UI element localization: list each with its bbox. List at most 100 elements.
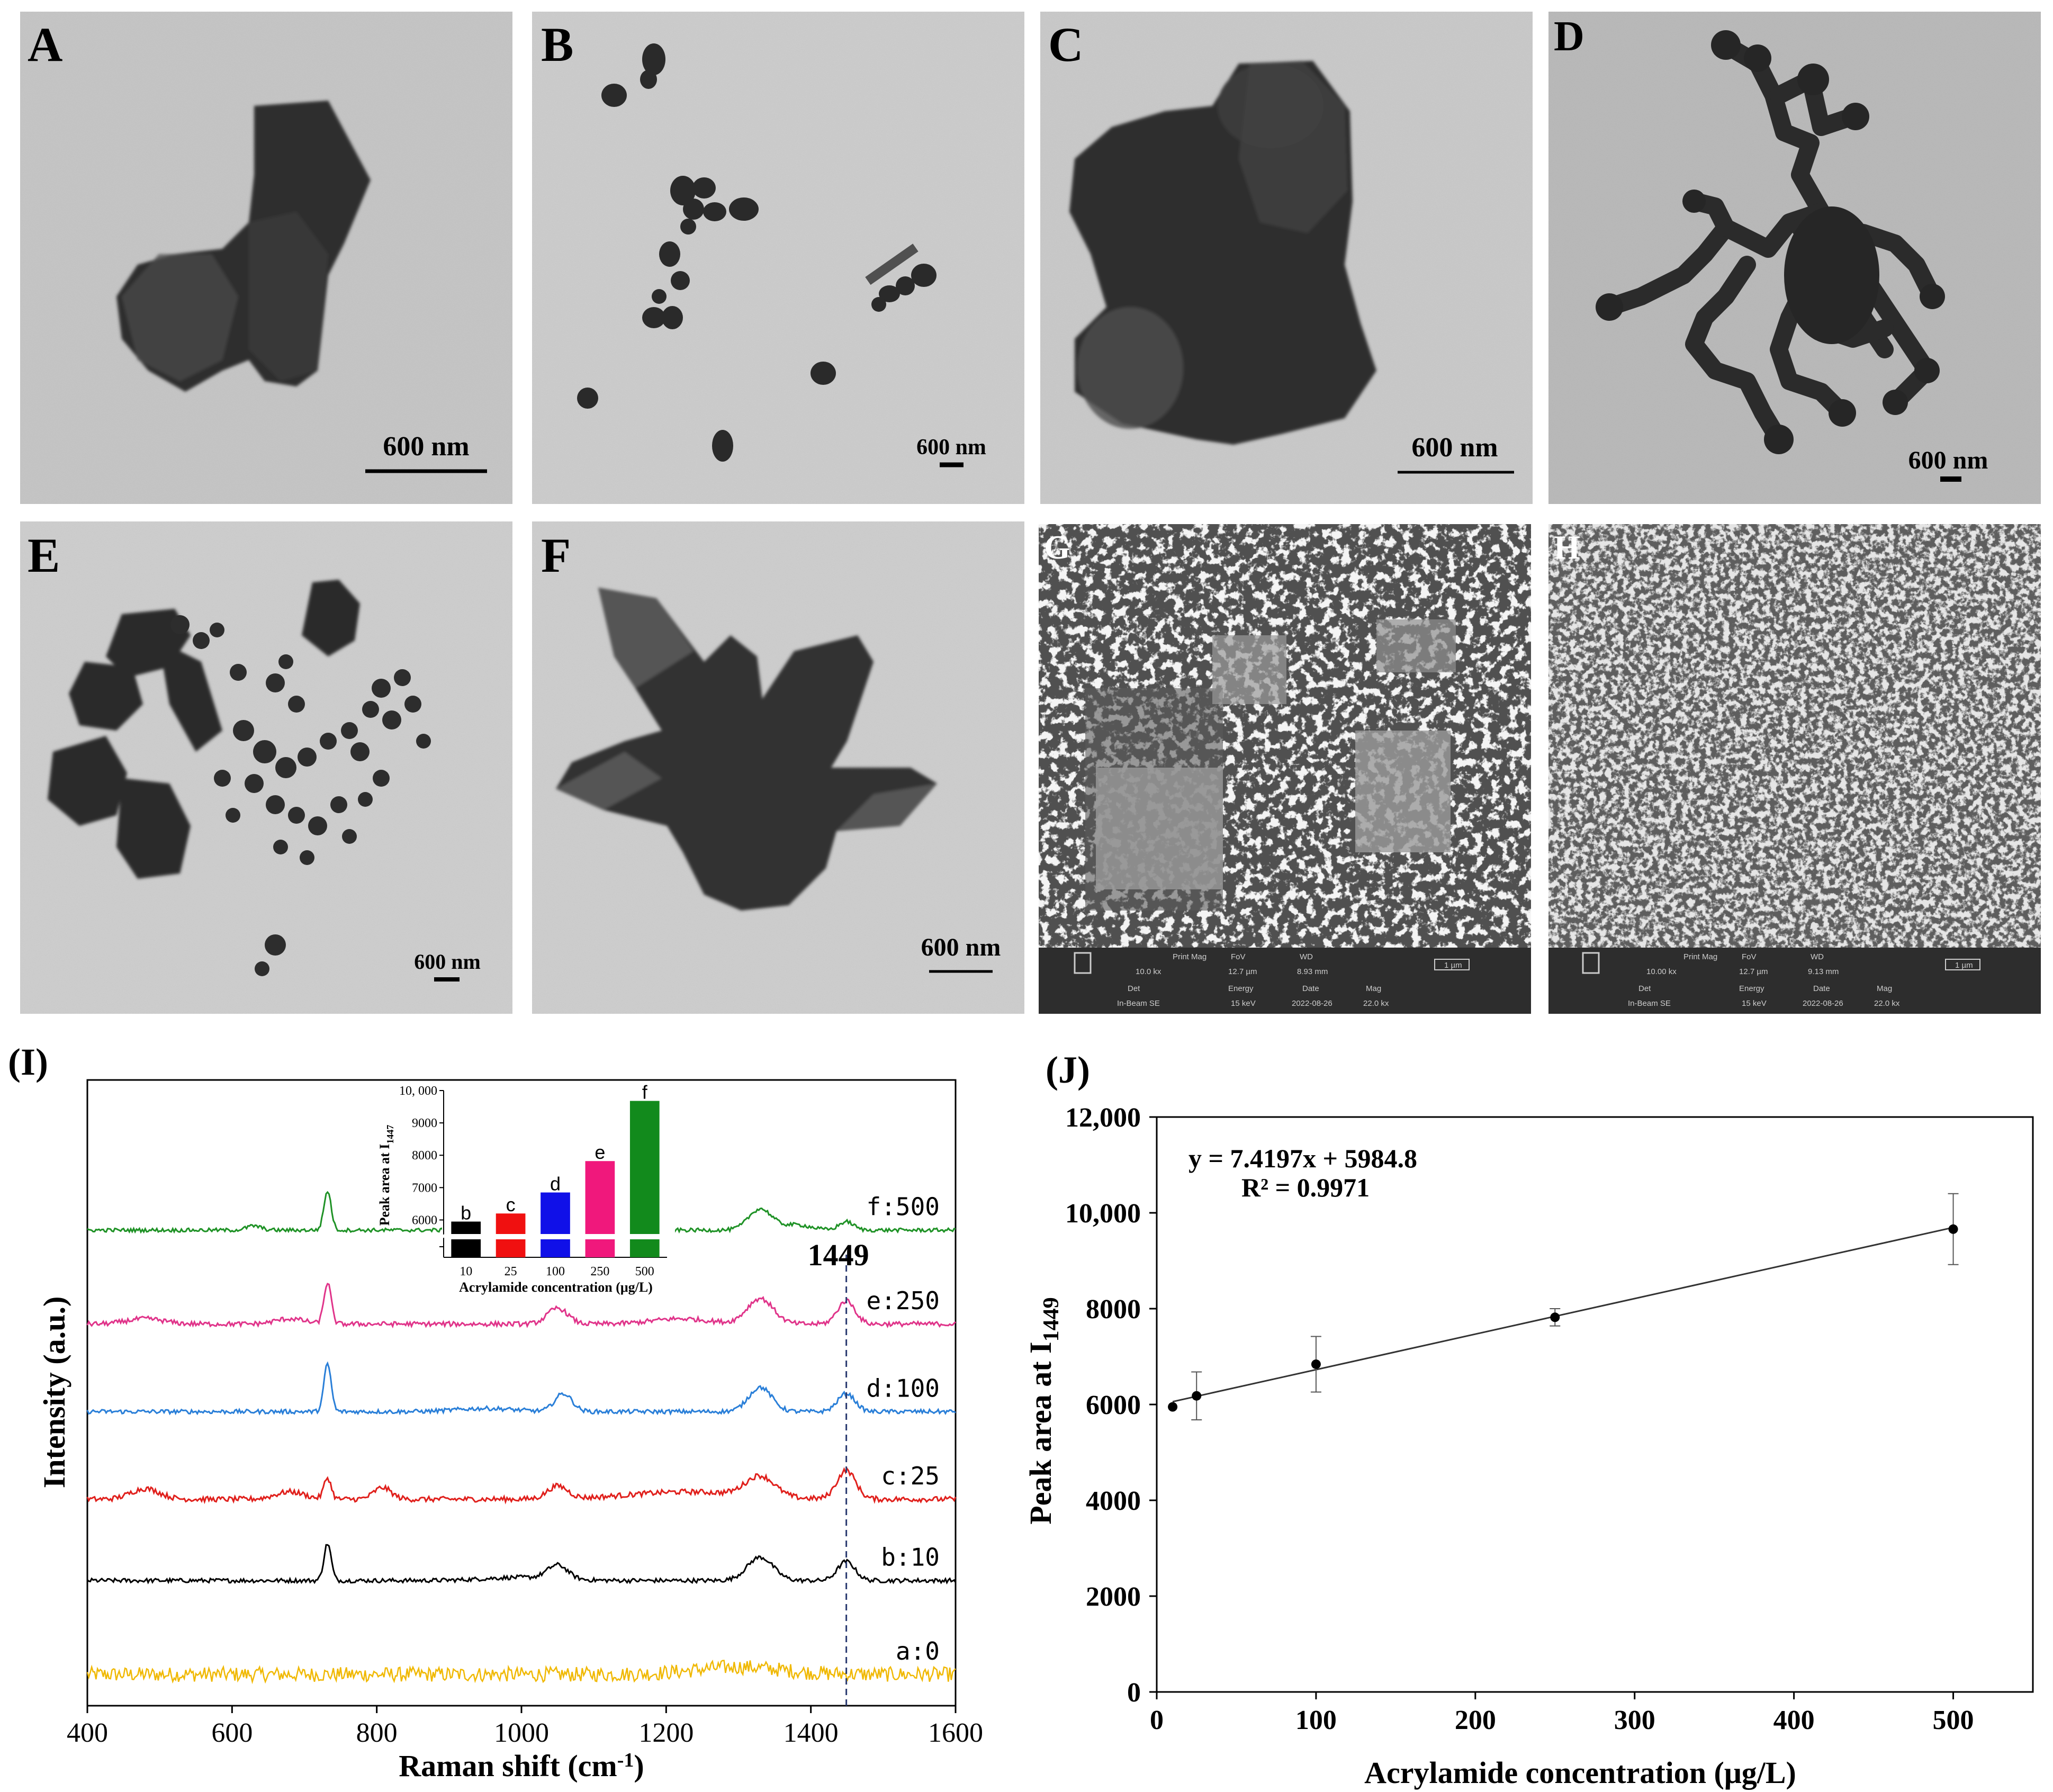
chart-i-series-group (86, 1191, 957, 1685)
chart-i-inset-bar-letter: f (642, 1082, 648, 1103)
chart-i-x-tick-label: 1200 (638, 1718, 694, 1748)
chart-i-x-tick-label: 1600 (928, 1718, 983, 1748)
chart-i-inset-y-axis: 6000 7000 8000 9000 10, 000 (399, 1084, 450, 1247)
chart-i-marker-label: 1449 (808, 1238, 869, 1272)
chart-i-inset-bar-break (539, 1234, 571, 1239)
sem-h-date-label: Date (1813, 984, 1830, 993)
chart-j-point (1192, 1391, 1202, 1401)
chart-j-plot-frame (1156, 1116, 2034, 1693)
particles-e (48, 580, 360, 879)
chart-j-y-tick-label: 4000 (1086, 1486, 1141, 1516)
chart-j-x-tick-label: 100 (1295, 1705, 1337, 1735)
panel-letter-b: B (541, 17, 573, 71)
chart-i-inset-bar-break (494, 1234, 527, 1239)
chart-i-inset-bar-letter: b (461, 1202, 471, 1224)
chart-i-series-5 (86, 1283, 956, 1329)
sem-h-fov-label: FoV (1742, 952, 1757, 961)
scale-label-b: 600 nm (916, 435, 986, 460)
chart-i-x-tick-label: 1400 (784, 1718, 839, 1748)
sem-info-bar-g: Print Mag 10.0 kx FoV 12.7 µm WD 8.93 mm… (1039, 948, 1531, 1014)
panel-letter-h: H (1554, 528, 1580, 566)
sem-g-mag: 22.0 kx (1363, 999, 1389, 1008)
chart-i-inset-bar (541, 1192, 570, 1257)
panel-letter-c: C (1048, 17, 1083, 71)
panel-a: A 600 nm (20, 12, 512, 504)
chart-i-inset-x-title: Acrylamide concentration (μg/L) (459, 1280, 653, 1295)
chart-i-series-1 (86, 1659, 956, 1685)
panel-letter-a: A (28, 17, 62, 71)
particle-cluster-a (116, 101, 371, 392)
panel-c: C 600 nm (1040, 12, 1533, 504)
chart-j-x-tick-label: 200 (1455, 1705, 1496, 1735)
chart-i-inset-x-tick-label: 250 (590, 1265, 609, 1278)
chart-i-series-label-5: e:250 (867, 1286, 940, 1315)
sem-h-det-label: Det (1638, 984, 1651, 993)
sem-g-energy: 15 keV (1231, 999, 1256, 1008)
sem-h-printmag-label: Print Mag (1683, 952, 1717, 961)
chart-i-inset-y-tick-label: 6000 (412, 1213, 437, 1227)
particle-star-f (556, 588, 937, 911)
sem-g-printmag: 10.0 kx (1136, 967, 1161, 976)
panel-g: G Print Mag 10.0 kx FoV 12.7 µm WD 8.93 … (1039, 524, 1531, 1014)
chart-i-inset-y-title: Peak area at I1447 (377, 1125, 395, 1226)
sem-h-energy-label: Energy (1739, 984, 1764, 993)
chart-i-series-label-3: c:25 (881, 1462, 940, 1490)
chart-j-point (1168, 1402, 1178, 1412)
particle-beads-d (1596, 30, 1945, 454)
chart-j-y-title: Peak area at I1449 (1023, 1297, 1064, 1524)
chart-i-inset-bar (451, 1221, 481, 1257)
scale-label-d: 600 nm (1908, 446, 1988, 474)
chart-i-series-label-4: d:100 (867, 1374, 940, 1402)
chart-j-point (1550, 1312, 1560, 1322)
chart-i-x-tick-label: 600 (211, 1718, 253, 1748)
chart-i-inset-x-tick-label: 25 (505, 1265, 517, 1278)
chart-i-inset-bar-letter: e (595, 1141, 605, 1163)
chart-j-r2: R² = 0.9971 (1241, 1173, 1370, 1202)
sem-g-det-label: Det (1128, 984, 1140, 993)
sem-h-energy: 15 keV (1742, 999, 1767, 1008)
panel-f: F 600 nm (532, 521, 1024, 1014)
chart-i-x-tick-label: 1000 (494, 1718, 549, 1748)
sem-g-wd-label: WD (1300, 952, 1313, 961)
sem-h-mag-label: Mag (1877, 984, 1892, 993)
chart-i-inset-bars: b 10 c 25 d 100 e 250 f 500 (450, 1082, 661, 1278)
scale-label-c: 600 nm (1411, 433, 1498, 463)
panel-h: H Print Mag 10.00 kx FoV 12.7 µm WD 9.13… (1548, 524, 2041, 1014)
chart-i-inset-y-tick-label: 9000 (412, 1116, 437, 1130)
particles-b (577, 43, 937, 462)
chart-i-inset-x-tick-label: 100 (546, 1265, 565, 1278)
panel-e: E 600 nm (20, 521, 512, 1014)
particles-e-small (170, 615, 431, 976)
chart-i-panel-label: (I) (8, 1041, 48, 1083)
chart-j-x-tick-label: 300 (1614, 1705, 1655, 1735)
chart-j-x-tick-label: 0 (1150, 1705, 1164, 1735)
sem-h-det: In-Beam SE (1628, 999, 1671, 1008)
chart-j-points (1168, 1193, 1959, 1420)
chart-i-inset-bar-break (628, 1234, 661, 1239)
chart-j-point (1311, 1359, 1321, 1369)
chart-i-inset-x-tick-label: 10 (460, 1265, 472, 1278)
chart-i-series-2 (87, 1544, 957, 1585)
chart-j-panel-label: (J) (1046, 1049, 1090, 1091)
panel-d: D 600 nm (1548, 12, 2041, 504)
sem-g-date-label: Date (1302, 984, 1319, 993)
chart-j: (J) 0 100 200 300 400 500 0 2000 4000 6000 8000 10,… (1023, 1049, 2034, 1790)
sem-g-fov-label: FoV (1231, 952, 1246, 961)
sem-g-printmag-label: Print Mag (1173, 952, 1206, 961)
chart-i-inset-bar-letter: c (506, 1194, 516, 1215)
sem-h-fov: 12.7 µm (1739, 967, 1768, 976)
chart-j-y-tick-label: 2000 (1086, 1582, 1141, 1612)
chart-i-inset-y-tick-label: 7000 (412, 1181, 437, 1195)
sem-info-bar-h: Print Mag 10.00 kx FoV 12.7 µm WD 9.13 m… (1548, 948, 2041, 1014)
chart-i-inset-axis-break (437, 1232, 450, 1240)
chart-j-point (1948, 1224, 1958, 1234)
sem-h-scale: 1 µm (1955, 961, 1973, 970)
chart-i-x-tick-label: 400 (67, 1718, 108, 1748)
chart-j-x-tick-label: 500 (1933, 1705, 1974, 1735)
chart-j-y-tick-label: 10,000 (1065, 1199, 1141, 1229)
scale-label-f: 600 nm (921, 933, 1001, 961)
panel-letter-g: G (1044, 528, 1070, 566)
sem-h-wd-label: WD (1811, 952, 1824, 961)
chart-i-inset-bar (629, 1101, 660, 1257)
